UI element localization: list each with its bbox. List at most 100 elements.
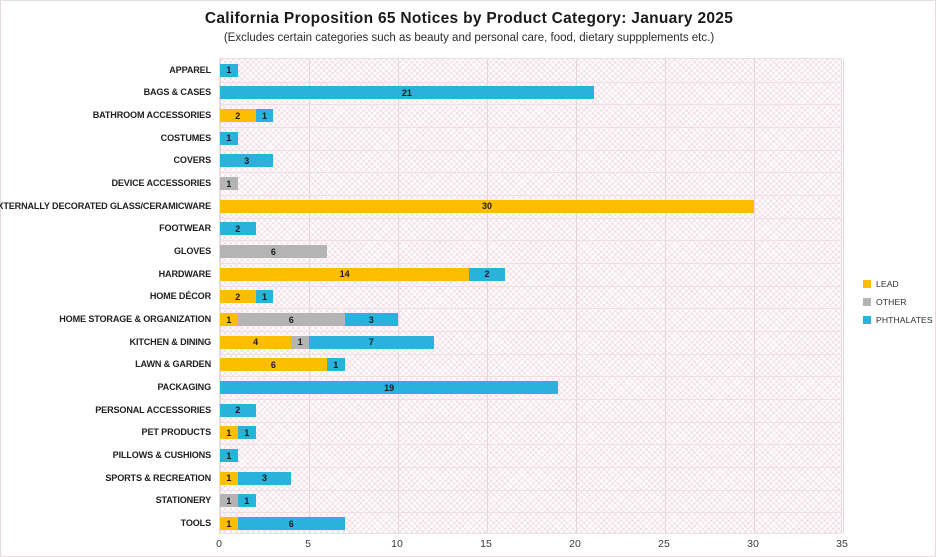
bar-segment[interactable]: 2 xyxy=(220,290,256,304)
y-axis-category-label: COVERS xyxy=(173,155,211,166)
y-axis-category-label: LAWN & GARDEN xyxy=(135,359,211,370)
bar-segment[interactable]: 1 xyxy=(220,426,238,440)
chart-row: PERSONAL ACCESSORIES 2 xyxy=(95,399,841,422)
bar-segment[interactable]: 1 xyxy=(220,471,238,485)
bar-segment[interactable]: 1 xyxy=(255,290,274,304)
legend-label: PHTHALATES xyxy=(876,314,933,325)
plot-area: APPAREL 1 BAGS & CASES 21 BATHROOM ACCESSORI… xyxy=(0,58,844,534)
legend-swatch-icon xyxy=(863,279,871,288)
bar-segment[interactable]: 1 xyxy=(220,177,238,191)
y-gridline xyxy=(220,263,841,264)
y-axis-category-label: GLOVES xyxy=(174,246,211,257)
bar-segment[interactable]: 1 xyxy=(220,313,238,327)
y-axis-category-label: HARDWARE xyxy=(158,268,212,279)
x-axis-tick-label: 10 xyxy=(391,538,403,550)
bar-segment[interactable]: 1 xyxy=(291,335,309,349)
x-axis-tick-label: 0 xyxy=(216,538,222,550)
chart-row: STATIONERY 1 1 xyxy=(156,490,841,513)
y-axis-category-label: BAGS & CASES xyxy=(143,87,212,98)
legend-label: LEAD xyxy=(876,278,899,289)
bar-segment[interactable]: 1 xyxy=(326,358,345,372)
legend-label: OTHER xyxy=(876,296,907,307)
bar-segment[interactable]: 2 xyxy=(220,109,256,123)
chart-row: GLOVES 6 xyxy=(174,240,841,263)
bar-segment[interactable]: 21 xyxy=(220,86,594,100)
bar-segment[interactable]: 1 xyxy=(220,517,238,531)
chart-row: FOOTWEAR 2 xyxy=(159,218,841,241)
chart-title: California Proposition 65 Notices by Pro… xyxy=(204,10,734,27)
y-axis-category-label: EXTERNALLY DECORATED GLASS/CERAMICWARE xyxy=(0,200,211,211)
bar-segment[interactable]: 7 xyxy=(309,335,434,349)
bar-segment[interactable]: 4 xyxy=(220,335,292,349)
chart-row: PET PRODUCTS 1 1 xyxy=(142,422,841,445)
y-gridline xyxy=(220,353,841,355)
bar-segment[interactable]: 1 xyxy=(220,131,238,145)
chart-row: DEVICE ACCESSORIES 1 xyxy=(111,172,841,195)
bar-segment[interactable]: 6 xyxy=(237,517,345,531)
x-gridline xyxy=(309,59,310,533)
y-gridline xyxy=(220,308,841,310)
legend-item-other[interactable]: OTHER xyxy=(863,293,936,310)
x-gridline xyxy=(398,59,399,533)
y-axis-category-label: PILLOWS & CUSHIONS xyxy=(112,450,211,461)
bar-segment[interactable]: 1 xyxy=(220,494,238,508)
bar-segment[interactable]: 3 xyxy=(344,313,398,327)
x-axis-tick-label: 20 xyxy=(569,538,581,550)
bar-segment[interactable]: 6 xyxy=(220,245,327,259)
x-gridline xyxy=(576,59,577,533)
bar-segment[interactable]: 14 xyxy=(220,267,470,281)
bar-segment[interactable]: 1 xyxy=(237,494,256,508)
bar-segment[interactable]: 6 xyxy=(237,313,345,327)
y-gridline xyxy=(220,285,841,287)
chart-row: HOME DÉCOR 2 1 xyxy=(150,286,841,309)
chart-row: KITCHEN & DINING 4 1 7 xyxy=(130,331,841,354)
y-gridline xyxy=(220,149,841,151)
chart-row: BAGS & CASES 21 xyxy=(144,82,841,105)
y-axis-category-label: PET PRODUCTS xyxy=(141,427,212,438)
bar-segment[interactable]: 2 xyxy=(469,267,505,281)
y-axis-category-label: COSTUMES xyxy=(160,132,211,143)
legend-item-lead[interactable]: LEAD xyxy=(863,275,936,292)
y-gridline xyxy=(220,81,841,83)
y-axis-category-label: HOME STORAGE & ORGANIZATION xyxy=(59,314,211,325)
y-gridline xyxy=(220,489,841,491)
bar-segment[interactable]: 3 xyxy=(237,471,292,485)
y-axis-category-label: APPAREL xyxy=(169,64,211,75)
bar-segment[interactable]: 6 xyxy=(220,358,327,372)
chart-row: PILLOWS & CUSHIONS 1 xyxy=(113,444,841,467)
bar-segment[interactable]: 2 xyxy=(220,403,256,417)
y-gridline xyxy=(220,376,841,378)
y-gridline xyxy=(220,331,841,332)
x-gridline xyxy=(665,59,666,533)
bar-segment[interactable]: 1 xyxy=(237,426,256,440)
chart-legend: LEAD OTHER PHTHALATES xyxy=(863,275,936,329)
chart-row: LAWN & GARDEN 6 1 xyxy=(135,354,841,377)
y-axis-category-label: SPORTS & RECREATION xyxy=(105,472,211,483)
bar-segment[interactable]: 19 xyxy=(220,381,559,395)
y-axis-category-label: BATHROOM ACCESSORIES xyxy=(92,110,211,121)
legend-swatch-icon xyxy=(863,297,871,306)
y-axis-category-label: DEVICE ACCESSORIES xyxy=(111,178,211,189)
bar-segment[interactable]: 1 xyxy=(255,109,274,123)
y-axis-category-label: HOME DÉCOR xyxy=(149,291,211,302)
y-gridline xyxy=(220,172,841,174)
bar-segment[interactable]: 30 xyxy=(220,199,754,213)
chart-row: BATHROOM ACCESSORIES 2 1 xyxy=(93,104,841,127)
x-axis-tick-label: 30 xyxy=(747,538,759,550)
x-axis-tick-label: 5 xyxy=(305,538,311,550)
legend-swatch-icon xyxy=(863,315,871,324)
bar-segment[interactable]: 2 xyxy=(220,222,256,236)
chart-row: EXTERNALLY DECORATED GLASS/CERAMICWARE 30 xyxy=(0,195,841,218)
x-gridline xyxy=(487,59,488,533)
y-axis-category-label: PACKAGING xyxy=(157,382,211,393)
bar-segment[interactable]: 3 xyxy=(220,154,274,168)
chart-row: COVERS 3 xyxy=(173,150,841,173)
legend-item-phthalates[interactable]: PHTHALATES xyxy=(863,311,936,328)
y-axis-category-label: STATIONERY xyxy=(155,495,212,506)
y-axis-category-label: TOOLS xyxy=(180,518,212,529)
bar-segment[interactable]: 1 xyxy=(220,449,238,463)
chart-row: PACKAGING 19 xyxy=(157,376,841,399)
y-gridline xyxy=(220,512,841,514)
bar-segment[interactable]: 1 xyxy=(220,63,238,77)
